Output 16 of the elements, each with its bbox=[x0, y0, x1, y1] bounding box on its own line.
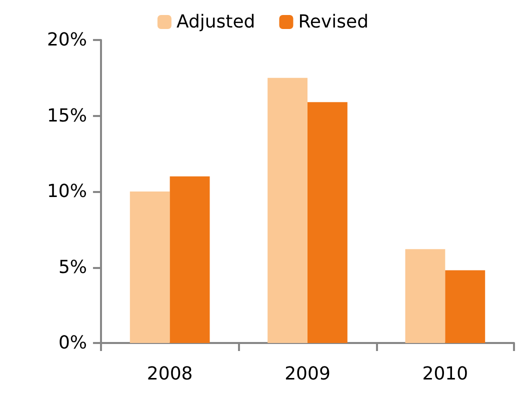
bar bbox=[308, 102, 348, 343]
y-tick-label: 5% bbox=[58, 256, 87, 278]
y-tick-label: 0% bbox=[58, 332, 87, 354]
y-tick-label: 15% bbox=[46, 105, 87, 126]
legend-label: Adjusted bbox=[176, 12, 256, 32]
bar bbox=[268, 78, 308, 343]
x-tick-label: 2008 bbox=[146, 364, 193, 384]
y-tick-label: 20% bbox=[46, 30, 87, 50]
x-tick-label: 2010 bbox=[422, 364, 468, 384]
legend-label: Revised bbox=[298, 12, 369, 32]
bar bbox=[130, 192, 170, 343]
bar bbox=[445, 270, 486, 343]
y-tick-label: 10% bbox=[46, 181, 87, 202]
bar bbox=[170, 176, 210, 343]
x-tick-label: 2009 bbox=[284, 364, 330, 384]
bar bbox=[405, 249, 446, 343]
